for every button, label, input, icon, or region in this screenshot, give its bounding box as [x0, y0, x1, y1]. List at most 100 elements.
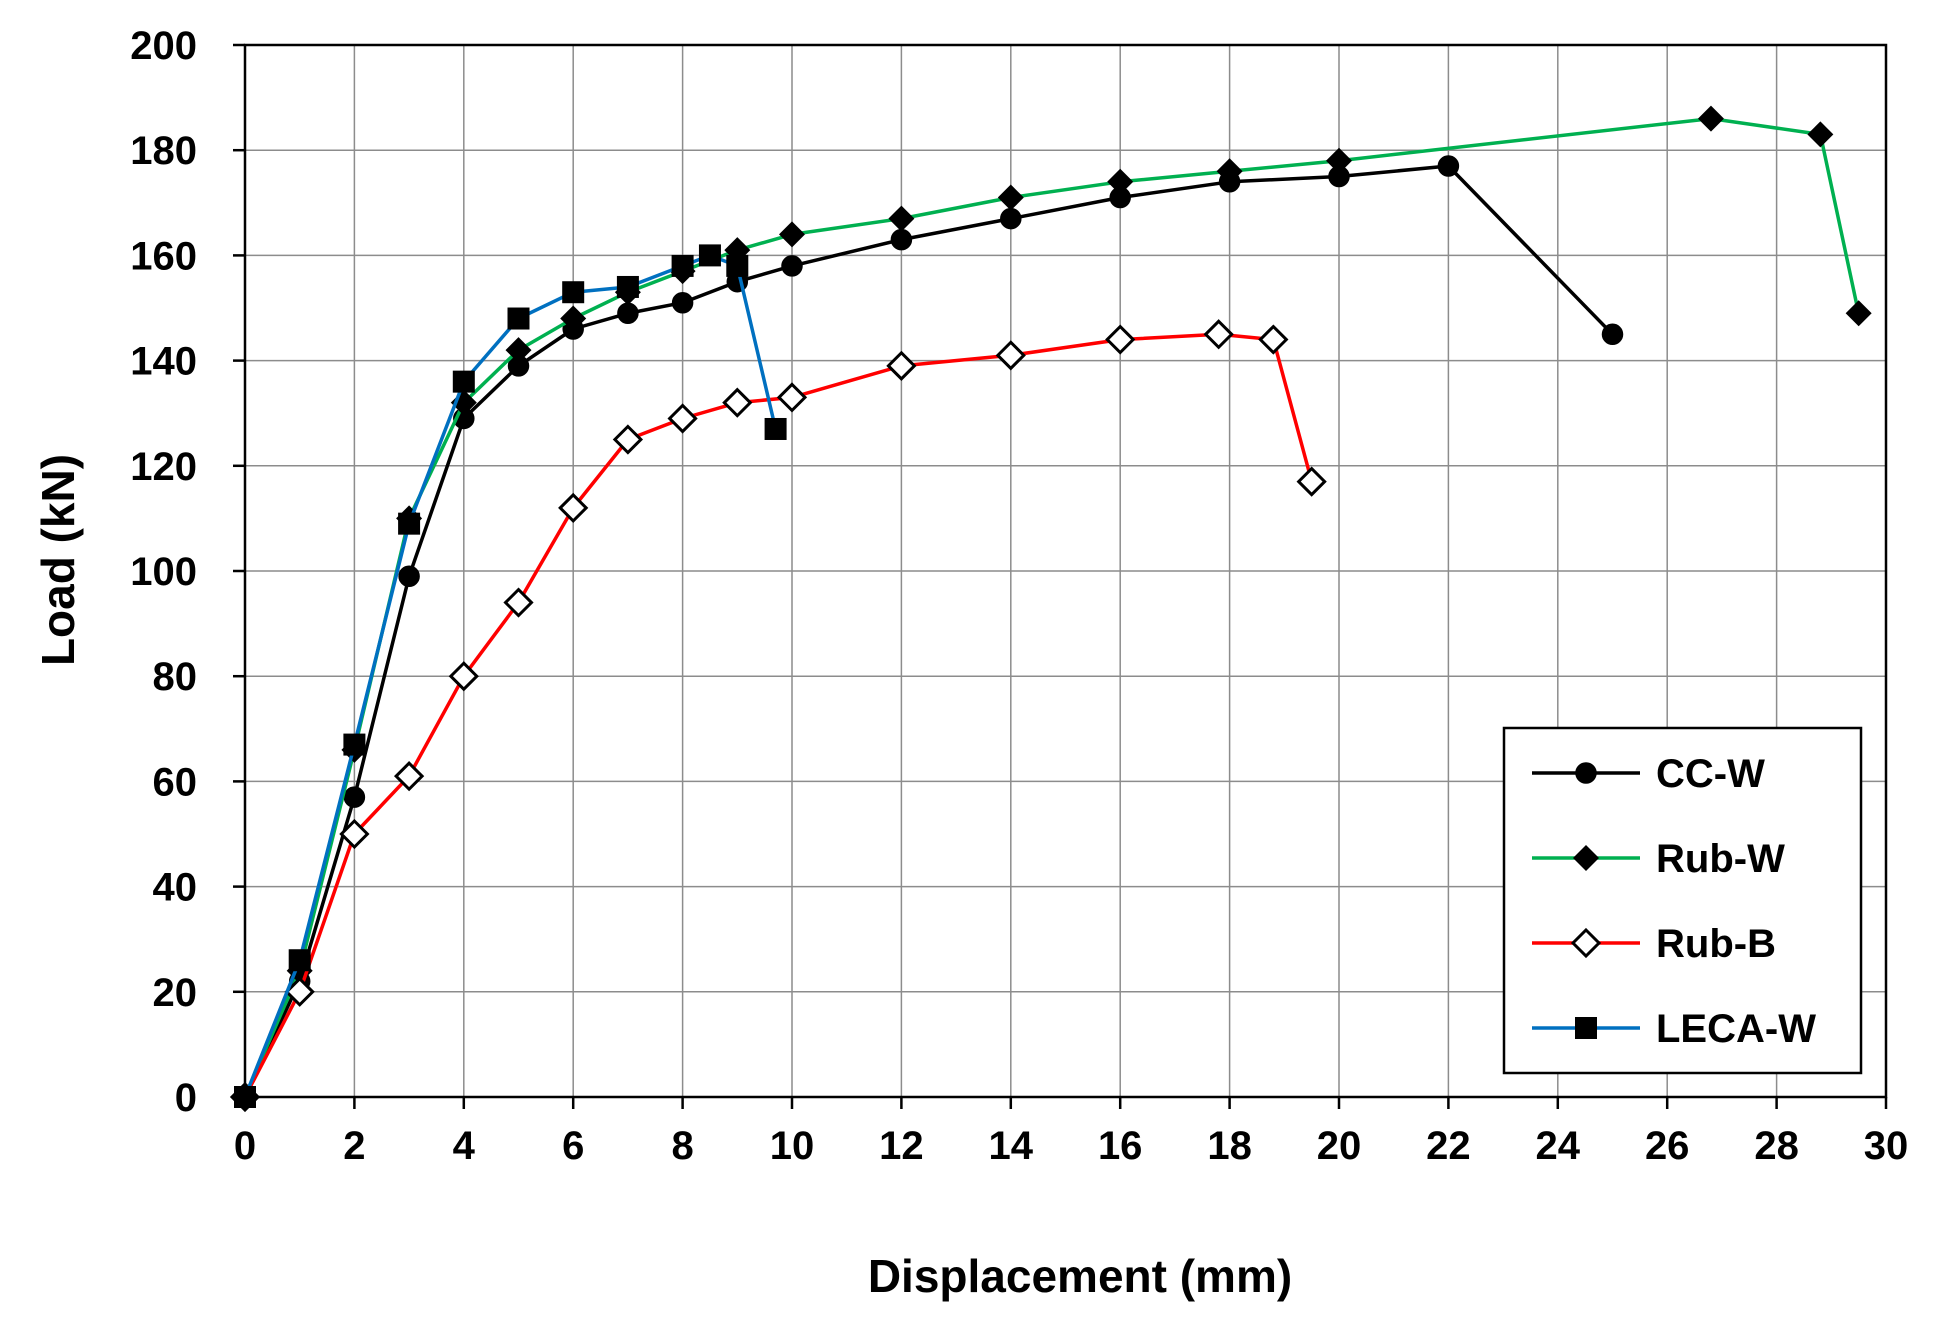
x-tick-label: 0	[234, 1124, 256, 1168]
data-point-leca-w	[234, 1086, 256, 1108]
x-tick-label: 16	[1098, 1124, 1143, 1168]
data-point-rub-b	[1203, 319, 1234, 350]
data-point-rub-b	[339, 818, 370, 850]
data-point-cc-w	[1601, 323, 1624, 346]
data-point-leca-w	[671, 254, 694, 277]
legend-label: LECA-W	[1656, 1007, 1816, 1051]
data-point-rub-w	[724, 237, 751, 264]
y-tick-label: 160	[130, 234, 197, 278]
data-point-rub-w	[997, 184, 1024, 211]
x-tick-label: 8	[671, 1124, 693, 1168]
data-point-cc-w	[398, 565, 420, 588]
data-point-leca-w	[698, 244, 721, 267]
data-point-rub-w	[560, 305, 587, 332]
x-tick-label: 14	[989, 1124, 1034, 1168]
y-tick-label: 40	[153, 866, 198, 910]
data-point-rub-b	[503, 587, 534, 618]
y-tick-label: 140	[130, 340, 197, 384]
x-tick-label: 22	[1426, 1124, 1471, 1168]
data-point-rub-w	[779, 221, 805, 248]
data-point-rub-w	[1107, 168, 1134, 195]
data-point-leca-w	[288, 949, 311, 972]
axes	[233, 43, 1888, 1109]
data-point-rub-b	[558, 492, 589, 524]
data-point-rub-w	[1697, 105, 1724, 132]
data-point-cc-w	[671, 291, 694, 314]
x-tick-label: 2	[343, 1124, 365, 1168]
data-point-rub-b	[667, 403, 698, 434]
data-point-leca-w	[398, 512, 421, 535]
data-point-rub-b	[1296, 466, 1327, 497]
tick-labels: 0 2 4 6 8 10 12 14 16 18 20 22 24 26 28 300204060801001…	[130, 24, 1908, 1168]
data-point-cc-w	[890, 228, 913, 251]
x-tick-label: 18	[1207, 1124, 1252, 1168]
data-point-rub-w	[1216, 158, 1243, 185]
series-rub-b	[229, 319, 1327, 1113]
x-tick-label: 10	[770, 1124, 815, 1168]
data-point-leca-w	[343, 733, 366, 756]
data-point-cc-w	[1437, 155, 1460, 177]
data-point-rub-b	[995, 340, 1026, 371]
data-point-rub-b	[612, 424, 644, 455]
plot-series	[229, 105, 1872, 1113]
data-point-rub-b	[886, 350, 917, 381]
y-tick-label: 20	[153, 971, 198, 1015]
data-point-rub-b	[1258, 324, 1289, 355]
x-tick-label: 28	[1754, 1124, 1799, 1168]
data-point-cc-w	[1000, 207, 1022, 230]
x-axis-title: Displacement (mm)	[868, 1250, 1292, 1302]
x-tick-label: 20	[1317, 1124, 1362, 1168]
legend-item-cc-w: CC-W	[1532, 752, 1765, 796]
data-point-rub-w	[505, 337, 532, 364]
legend-item-rub-w: Rub-W	[1532, 837, 1785, 881]
y-tick-label: 80	[153, 655, 198, 699]
data-point-leca-w	[507, 307, 530, 330]
data-point-leca-w	[616, 275, 639, 298]
data-point-leca-w	[726, 254, 749, 277]
x-tick-label: 26	[1645, 1124, 1690, 1168]
data-point-rub-b	[1105, 324, 1136, 355]
data-point-leca-w	[562, 281, 585, 304]
y-tick-label: 60	[153, 760, 198, 804]
data-point-rub-w	[1807, 121, 1834, 148]
data-point-rub-b	[776, 382, 808, 413]
legend-item-rub-b: Rub-B	[1532, 922, 1776, 966]
x-tick-label: 6	[562, 1124, 584, 1168]
data-point-rub-b	[722, 387, 753, 418]
data-point-cc-w	[781, 255, 803, 277]
legend-marker	[1573, 845, 1599, 871]
series-line-cc-w	[243, 164, 1614, 1098]
y-axis-title: Load (kN)	[32, 454, 84, 666]
data-point-rub-b	[284, 976, 315, 1007]
data-point-rub-w	[1326, 147, 1352, 174]
x-tick-label: 4	[453, 1124, 476, 1168]
y-tick-label: 120	[130, 445, 197, 489]
data-point-leca-w	[452, 370, 475, 393]
data-point-cc-w	[343, 786, 366, 808]
legend-label: Rub-B	[1656, 922, 1776, 966]
x-tick-label: 12	[879, 1124, 924, 1168]
y-tick-label: 100	[130, 550, 197, 594]
data-point-rub-b	[393, 761, 425, 792]
legend-box	[1502, 726, 1863, 1075]
data-point-rub-w	[888, 205, 915, 232]
y-tick-label: 0	[175, 1076, 197, 1120]
legend-marker	[1570, 927, 1602, 959]
x-tick-label: 30	[1864, 1124, 1909, 1168]
x-tick-label: 24	[1536, 1124, 1581, 1168]
legend-marker	[1575, 1017, 1597, 1039]
series-leca-w	[234, 244, 787, 1108]
data-point-rub-w	[1845, 300, 1872, 327]
data-point-rub-b	[448, 661, 479, 692]
legend-item-leca-w: LECA-W	[1532, 1007, 1816, 1051]
legend-label: CC-W	[1656, 752, 1765, 796]
legend-marker	[1575, 762, 1597, 784]
legend-label: Rub-W	[1656, 837, 1785, 881]
data-point-leca-w	[764, 417, 787, 440]
data-point-cc-w	[617, 302, 639, 325]
y-tick-label: 180	[130, 129, 197, 173]
y-tick-label: 200	[130, 24, 197, 68]
legend: CC-W Rub-W Rub-B LECA-W	[1502, 726, 1863, 1075]
